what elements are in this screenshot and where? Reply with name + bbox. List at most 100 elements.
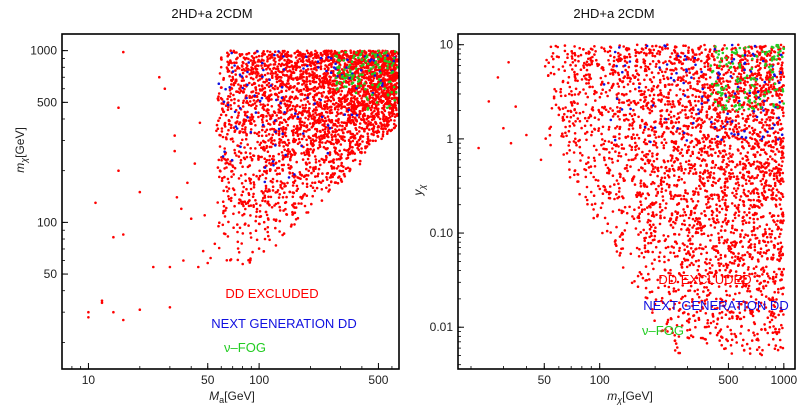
right-excluded-point (658, 251, 662, 254)
left-excluded-point (237, 122, 241, 126)
left-excluded-point (300, 92, 304, 96)
left-excluded-point (312, 89, 316, 92)
left-excluded-point (266, 55, 269, 59)
left-excluded-point (303, 98, 306, 101)
right-excluded-point (684, 160, 688, 164)
right-excluded-point (561, 107, 565, 110)
left-excluded-point (232, 188, 236, 192)
left-excluded-point (365, 126, 369, 130)
left-excluded-point (292, 191, 296, 195)
left-excluded-point (257, 115, 260, 119)
left-excluded-point (240, 64, 244, 67)
right-excluded-point (695, 187, 698, 190)
right-excluded-point (693, 289, 697, 293)
left-excluded-point (240, 68, 244, 72)
left-excluded-point (230, 169, 234, 173)
left-excluded-point (252, 192, 255, 196)
left-excluded-point (252, 154, 255, 157)
left-excluded-point (338, 157, 342, 161)
left-excluded-point (331, 84, 334, 87)
right-excluded-point (644, 250, 647, 253)
left-excluded-point (301, 182, 305, 185)
right-excluded-point (764, 244, 768, 247)
right-excluded-point (636, 274, 640, 278)
left-excluded-point (323, 100, 327, 103)
right-excluded-point (758, 52, 762, 55)
left-excluded-point (276, 65, 279, 68)
left-excluded-point (364, 51, 368, 54)
left-excluded-point (370, 62, 373, 66)
left-excluded-point (356, 62, 360, 65)
left-excluded-point (359, 118, 363, 121)
left-excluded-point (245, 187, 248, 191)
right-excluded-point (728, 261, 732, 264)
left-excluded-point (371, 101, 375, 104)
left-excluded-point (228, 74, 231, 78)
left-excluded-point (259, 204, 262, 207)
left-excluded-point (227, 195, 230, 198)
right-excluded-point (633, 137, 637, 140)
left-nufog-point (376, 63, 380, 66)
left-nextgen-point (302, 67, 305, 70)
left-excluded-point (305, 177, 308, 181)
left-excluded-point (283, 148, 287, 152)
left-excluded-point (305, 49, 309, 53)
left-excluded-point (338, 124, 342, 127)
right-excluded-point (564, 94, 567, 97)
left-nufog-point (338, 82, 342, 85)
right-excluded-point (782, 136, 785, 140)
right-excluded-point (600, 143, 603, 147)
right-excluded-point (778, 118, 781, 122)
left-excluded-point (266, 230, 270, 234)
left-excluded-point (386, 125, 389, 128)
left-excluded-point (372, 126, 376, 130)
left-excluded-point (305, 152, 309, 156)
left-excluded-point (237, 155, 241, 158)
left-excluded-point (334, 181, 338, 184)
left-excluded-point (280, 90, 283, 94)
left-sparse-point (213, 242, 217, 246)
left-nextgen-point (260, 96, 264, 100)
left-excluded-point (220, 127, 224, 130)
left-excluded-point (300, 174, 304, 177)
left-nufog-point (342, 80, 346, 83)
left-excluded-point (242, 61, 245, 65)
right-excluded-point (674, 210, 677, 213)
left-excluded-point (249, 214, 252, 217)
left-excluded-point (284, 95, 288, 98)
left-excluded-point (243, 128, 247, 131)
left-excluded-point (336, 108, 340, 111)
left-nufog-point (349, 73, 352, 77)
right-excluded-point (574, 87, 578, 91)
right-excluded-point (616, 115, 620, 118)
left-excluded-point (360, 99, 364, 103)
left-nufog-point (358, 73, 362, 76)
right-excluded-point (708, 196, 711, 200)
left-excluded-point (277, 129, 281, 133)
left-excluded-point (325, 147, 328, 151)
left-nufog-point (383, 59, 387, 63)
left-excluded-point (325, 73, 328, 76)
right-excluded-point (778, 174, 781, 177)
left-excluded-point (306, 93, 310, 96)
left-sparse-point (201, 249, 205, 253)
left-excluded-point (222, 204, 226, 208)
left-excluded-point (269, 163, 273, 167)
left-sparse-point (152, 265, 155, 269)
left-excluded-point (343, 94, 346, 98)
left-excluded-point (294, 56, 298, 59)
left-nextgen-point (306, 96, 309, 99)
left-excluded-point (289, 54, 293, 57)
left-excluded-point (352, 50, 356, 53)
left-excluded-point (252, 173, 255, 177)
left-sparse-point (180, 207, 183, 211)
right-excluded-point (644, 64, 647, 68)
left-excluded-point (309, 64, 313, 68)
left-excluded-point (257, 222, 261, 226)
left-excluded-point (268, 238, 271, 242)
left-excluded-point (227, 119, 231, 123)
left-nufog-point (344, 51, 347, 54)
left-nextgen-point (332, 66, 336, 69)
left-excluded-point (286, 144, 290, 147)
left-excluded-point (381, 91, 385, 95)
